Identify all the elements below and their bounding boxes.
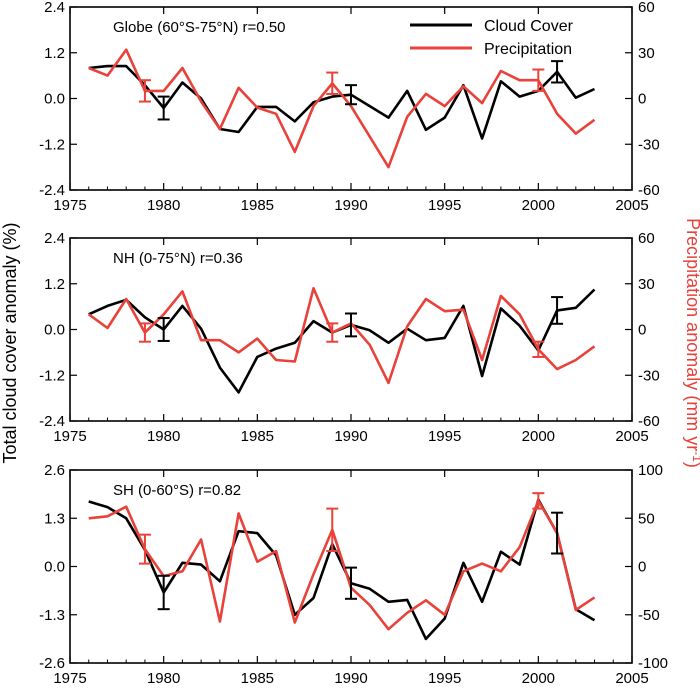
y-tick-label-left: 1.2 <box>44 276 65 293</box>
y-axis-label-right-close: ) <box>683 462 700 468</box>
y-tick-label-left: 2.4 <box>44 0 65 16</box>
y-tick-label-right: 60 <box>638 230 655 247</box>
y-tick-label-left: 2.4 <box>44 230 65 247</box>
legend-precip-label: Precipitation <box>484 41 572 58</box>
y-axis-label-right-main: Precipitation anomaly (mm yr <box>683 218 700 451</box>
chart-panel-3: 1975 1980 1985 1990 1995 2000 2005 2.6 1.3 0.0 -1.… <box>39 462 668 687</box>
x-tick-label: 1990 <box>334 197 367 214</box>
y-tick-label-right: 60 <box>638 0 655 16</box>
y-tick-label-left: 1.2 <box>44 45 65 62</box>
x-tick-label: 1995 <box>428 197 461 214</box>
panel-title: SH (0-60°S) r=0.82 <box>113 482 241 499</box>
x-tick-label: 2005 <box>615 428 648 445</box>
y-tick-label-right: 0 <box>638 322 646 339</box>
y-axis-label-right-sup: -1 <box>690 451 700 462</box>
x-tick-label: 2000 <box>522 197 555 214</box>
chart-panel-2: 1975 1980 1985 1990 1995 2000 2005 2.4 1.2 0.0 -1.… <box>39 230 660 445</box>
y-tick-label-left: -2.4 <box>39 413 65 430</box>
panel-title: NH (0-75°N) r=0.36 <box>113 250 243 267</box>
x-tick-label: 1975 <box>53 197 86 214</box>
x-tick-label: 1980 <box>147 670 180 687</box>
x-tick-label: 2000 <box>522 670 555 687</box>
chart-panel-1: 1975 1980 1985 1990 1995 2000 2005 2.4 1.2 0.0 -1.… <box>39 0 660 214</box>
y-tick-label-right: -30 <box>638 367 660 384</box>
y-tick-label-left: 0.0 <box>44 559 65 576</box>
y-tick-label-left: 0.0 <box>44 91 65 108</box>
y-tick-label-left: -2.4 <box>39 182 65 199</box>
y-tick-label-left: -1.3 <box>39 607 65 624</box>
x-tick-label: 1980 <box>147 197 180 214</box>
y-tick-label-right: -60 <box>638 413 660 430</box>
y-tick-label-left: -1.2 <box>39 136 65 153</box>
legend-cloud-label: Cloud Cover <box>484 18 574 35</box>
series-line-precipitation <box>88 48 596 169</box>
y-tick-label-right: 0 <box>638 91 646 108</box>
y-tick-label-left: -2.6 <box>39 655 65 672</box>
x-tick-label: 1985 <box>241 670 274 687</box>
y-tick-label-left: 1.3 <box>44 510 65 527</box>
y-tick-label-right: -100 <box>638 655 668 672</box>
y-tick-label-right: 100 <box>638 462 663 479</box>
legend: Cloud Cover Precipitation <box>410 18 574 58</box>
x-tick-label: 1995 <box>428 428 461 445</box>
x-tick-label: 1990 <box>334 670 367 687</box>
y-tick-label-right: 30 <box>638 276 655 293</box>
x-tick-label: 1985 <box>241 428 274 445</box>
x-tick-label: 1975 <box>53 670 86 687</box>
x-tick-label: 1995 <box>428 670 461 687</box>
y-axis-label-left: Total cloud cover anomaly (%) <box>0 222 20 463</box>
x-tick-label: 1985 <box>241 197 274 214</box>
series-line-precipitation <box>87 286 596 385</box>
y-tick-label-right: 50 <box>638 510 655 527</box>
x-tick-label: 1975 <box>53 428 86 445</box>
series-line-cloud-cover <box>88 498 596 641</box>
y-tick-label-left: 2.6 <box>44 462 65 479</box>
y-tick-label-left: -1.2 <box>39 367 65 384</box>
x-tick-label: 2000 <box>522 428 555 445</box>
y-tick-label-right: 30 <box>638 45 655 62</box>
y-tick-label-right: 0 <box>638 559 646 576</box>
x-tick-label: 1980 <box>147 428 180 445</box>
x-tick-label: 1990 <box>334 428 367 445</box>
y-tick-label-left: 0.0 <box>44 322 65 339</box>
y-tick-label-right: -50 <box>638 607 660 624</box>
x-tick-label: 2005 <box>615 670 648 687</box>
y-axis-label-right: Precipitation anomaly (mm yr-1) <box>683 218 700 468</box>
series-line-precipitation <box>88 499 596 631</box>
y-tick-label-right: -30 <box>638 136 660 153</box>
y-tick-label-right: -60 <box>638 182 660 199</box>
x-tick-label: 2005 <box>615 197 648 214</box>
panel-title: Globe (60°S-75°N) r=0.50 <box>113 19 286 36</box>
